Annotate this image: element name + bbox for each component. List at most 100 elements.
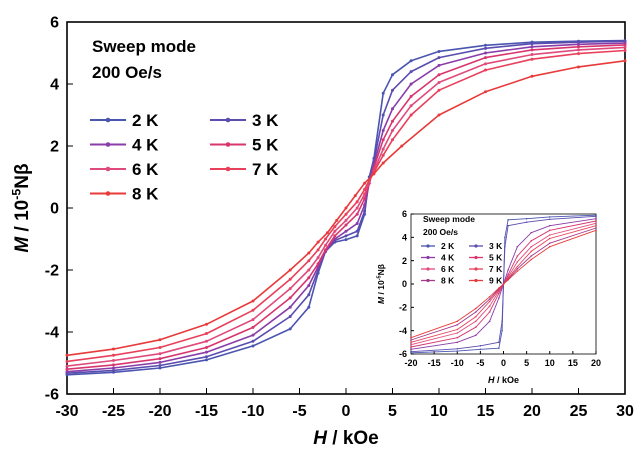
inset-x-tick-label: -20 [404,358,417,368]
inset-data-point [474,307,477,310]
inset-data-point [595,215,597,218]
main-data-point [325,231,329,235]
inset-data-point [456,332,459,334]
inset-data-point [595,229,597,232]
main-x-tick-label: 5 [388,403,397,420]
main-data-point [381,138,385,142]
main-data-point [205,332,208,336]
main-data-point [65,370,69,374]
main-data-point [344,206,348,210]
inset-data-point [456,328,459,331]
main-data-point [205,322,208,326]
main-data-point [288,268,292,272]
inset-data-point [410,346,412,348]
main-data-point [307,276,311,280]
main-data-point [65,353,69,357]
main-data-point [158,352,162,356]
main-data-point [158,366,162,370]
main-data-point [335,218,339,222]
main-data-point [577,52,580,56]
main-legend-label: 6 K [132,160,159,179]
inset-data-point [507,224,509,227]
main-data-point [484,46,487,50]
main-data-point [437,63,441,67]
inset-legend-marker [426,278,430,283]
main-data-point [288,327,292,331]
main-data-point [158,346,162,349]
main-data-point [205,355,208,359]
main-data-point [437,80,441,84]
inset-data-point [530,240,533,242]
main-data-point [363,197,367,201]
main-x-tick-label: -20 [148,403,171,420]
inset-data-point [410,343,412,346]
inset-data-point [516,245,519,248]
inset-data-point [410,341,412,344]
main-legend-marker [225,142,231,147]
main-data-point [484,51,487,55]
inset-data-point [410,348,412,351]
inset-data-point [488,300,491,303]
main-data-point [437,73,441,77]
inset-data-point [474,326,477,328]
main-data-point [112,347,115,351]
main-data-point [381,153,385,157]
main-data-point [251,339,255,343]
main-data-point [391,73,394,77]
inset-data-point [530,231,533,234]
inset-data-point [595,222,597,225]
inset-data-point [548,242,551,244]
main-data-point [363,192,367,196]
main-data-point [288,296,292,300]
main-data-point [344,218,348,222]
inset-y-axis-label: M / 10-5Nβ [376,264,386,304]
main-data-point [205,339,208,343]
main-data-point [381,113,385,117]
inset-y-axis-variable: M [376,296,386,304]
inset-data-point [488,298,491,300]
main-data-point [391,107,394,111]
main-legend-marker [225,117,231,123]
main-data-point [205,358,208,362]
inset-data-point [502,283,505,285]
main-y-tick-label: -4 [45,325,59,342]
inset-data-point [410,350,412,353]
inset-data-point [516,261,519,263]
main-data-point [484,56,487,60]
inset-data-point [488,296,491,298]
main-data-point [530,74,534,78]
inset-y-axis-unit-exponent: -5 [377,275,383,280]
main-legend-label: 2 K [132,111,159,130]
inset-data-point [507,279,509,281]
inset-x-tick-label: -10 [451,358,464,368]
main-data-point [400,144,404,148]
main-data-point [251,333,255,337]
main-x-tick-label: -15 [195,403,218,420]
main-data-point [307,293,311,297]
main-data-point [530,53,534,57]
inset-data-point [548,224,551,227]
main-data-point [363,209,367,213]
inset-data-point [516,268,519,270]
main-data-point [324,243,328,247]
main-y-tick-label: 2 [50,139,59,156]
main-data-point [307,259,311,263]
main-data-point [484,68,487,72]
main-y-tick-label: -2 [45,263,59,280]
main-y-axis-variable: M [12,236,33,253]
main-data-point [409,113,413,117]
main-data-point [355,200,359,204]
inset-legend-label: 5 K [489,253,503,263]
inset-data-point [530,258,533,261]
main-data-point [333,234,337,238]
main-y-tick-label: -6 [45,387,59,404]
inset-data-point [456,336,459,339]
main-data-point [112,353,115,357]
main-x-tick-label: -10 [241,403,264,420]
inset-legend-label: 4 K [441,253,455,263]
inset-x-axis-unit: / kOe [494,375,519,385]
main-x-tick-label: 0 [342,403,351,420]
main-data-point [65,359,69,363]
inset-annotation-sweep-rate: 200 Oe/s [423,227,458,237]
